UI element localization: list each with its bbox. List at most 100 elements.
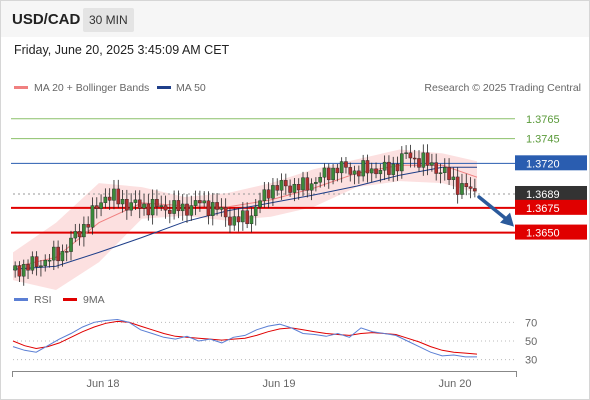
candle-body	[262, 189, 267, 201]
candle-body	[434, 162, 438, 174]
candle-body	[361, 160, 365, 177]
rsi-tick-70: 70	[525, 317, 537, 329]
legend-label-9ma: 9MA	[83, 294, 105, 306]
legend-label-rsi: RSI	[34, 294, 52, 306]
candle-body	[52, 246, 56, 261]
candle-body	[120, 199, 125, 205]
candle-body	[258, 200, 262, 208]
candle-body	[309, 183, 314, 191]
candle-body	[129, 202, 133, 211]
rsi-tick-50: 50	[525, 336, 537, 348]
rsi-plot: 70 50 30	[12, 317, 537, 367]
candle-body	[90, 205, 95, 228]
candle-body	[155, 199, 159, 207]
header-bar: USD/CAD 30 MIN	[1, 1, 589, 37]
candle-body	[77, 231, 82, 238]
candle-body	[412, 157, 417, 160]
candle-body	[318, 176, 322, 183]
candle-body	[335, 167, 340, 174]
candle-body	[133, 199, 138, 203]
candle-body	[451, 176, 456, 180]
candle-body	[150, 199, 155, 216]
legend-label-ma50: MA 50	[176, 82, 206, 94]
candle-body	[159, 205, 164, 207]
rsi-series-rsi	[12, 318, 477, 358]
ma20-line	[12, 164, 478, 268]
candle-body	[241, 210, 245, 223]
candle-body	[305, 177, 310, 191]
level-label-1.3650: 1.3650	[526, 228, 560, 240]
candle-body	[271, 185, 275, 199]
credit-text: Research © 2025 Trading Central	[424, 82, 581, 94]
candle-body	[193, 200, 198, 206]
candle-body	[34, 256, 39, 268]
bollinger-band	[13, 149, 477, 290]
legend-swatch-rsi	[14, 298, 28, 301]
candle-body	[228, 216, 232, 226]
candle-body	[288, 185, 292, 193]
candle-body	[198, 200, 202, 204]
candle-body	[210, 202, 215, 216]
candle-body	[468, 186, 473, 189]
candle-body	[163, 205, 168, 211]
candle-body	[69, 237, 73, 252]
candle-body	[185, 203, 189, 216]
candle-body	[180, 203, 185, 212]
candle-body	[107, 196, 112, 201]
ma50-line	[12, 166, 477, 270]
level-label-1.3675: 1.3675	[526, 203, 560, 215]
candle-body	[142, 203, 146, 209]
candle-body	[39, 265, 43, 268]
candle-body	[137, 199, 142, 209]
candle-body	[94, 205, 99, 209]
candle-body	[438, 172, 443, 174]
candle-body	[382, 161, 387, 171]
candle-body	[266, 189, 271, 199]
candle-body	[421, 152, 426, 168]
candle-body	[417, 158, 421, 168]
candle-body	[47, 259, 52, 262]
rsi-tick-30: 30	[525, 355, 537, 367]
candle-body	[455, 176, 460, 195]
level-tag-1.3650	[515, 224, 587, 240]
candle-body	[326, 167, 331, 181]
candle-body	[56, 246, 60, 262]
candle-body	[232, 216, 237, 226]
candle-body	[202, 200, 206, 204]
candle-body	[103, 196, 108, 203]
candle-body	[249, 215, 254, 225]
candle-body	[447, 167, 451, 180]
candle-body	[206, 200, 211, 216]
timeframe-badge[interactable]: 30 MIN	[83, 8, 134, 32]
candle-body	[26, 264, 30, 271]
rsi-series-9ma	[12, 320, 478, 355]
x-tick-jun-19: Jun 19	[262, 378, 295, 390]
candle-body	[189, 205, 194, 216]
candle-body	[378, 170, 383, 175]
candle-body	[460, 183, 464, 195]
symbol-title: USD/CAD	[12, 11, 81, 28]
candle-body	[369, 168, 374, 174]
candle-body	[352, 170, 357, 175]
candle-body	[86, 224, 90, 228]
level-label-1.3689: 1.3689	[526, 189, 560, 201]
candle-body	[400, 153, 404, 172]
candle-body	[176, 200, 181, 212]
x-tick-jun-18: Jun 18	[86, 378, 119, 390]
candle-body	[391, 163, 396, 175]
legend-label-ma20: MA 20 + Bollinger Bands	[34, 82, 149, 94]
forecast-arrow-head	[500, 212, 514, 227]
candle-body	[21, 264, 26, 277]
candle-body	[116, 188, 121, 205]
candle-body	[387, 161, 391, 175]
legend-swatch-ma20	[14, 86, 28, 89]
candle-body	[395, 163, 400, 172]
candle-body	[284, 180, 288, 187]
candle-body	[245, 210, 249, 225]
candle-body	[442, 167, 447, 173]
x-axis: Jun 18 Jun 19 Jun 20	[12, 371, 517, 390]
candle-body	[464, 183, 469, 187]
candle-body	[296, 184, 301, 191]
candle-body	[292, 184, 297, 193]
candle-body	[82, 224, 86, 238]
